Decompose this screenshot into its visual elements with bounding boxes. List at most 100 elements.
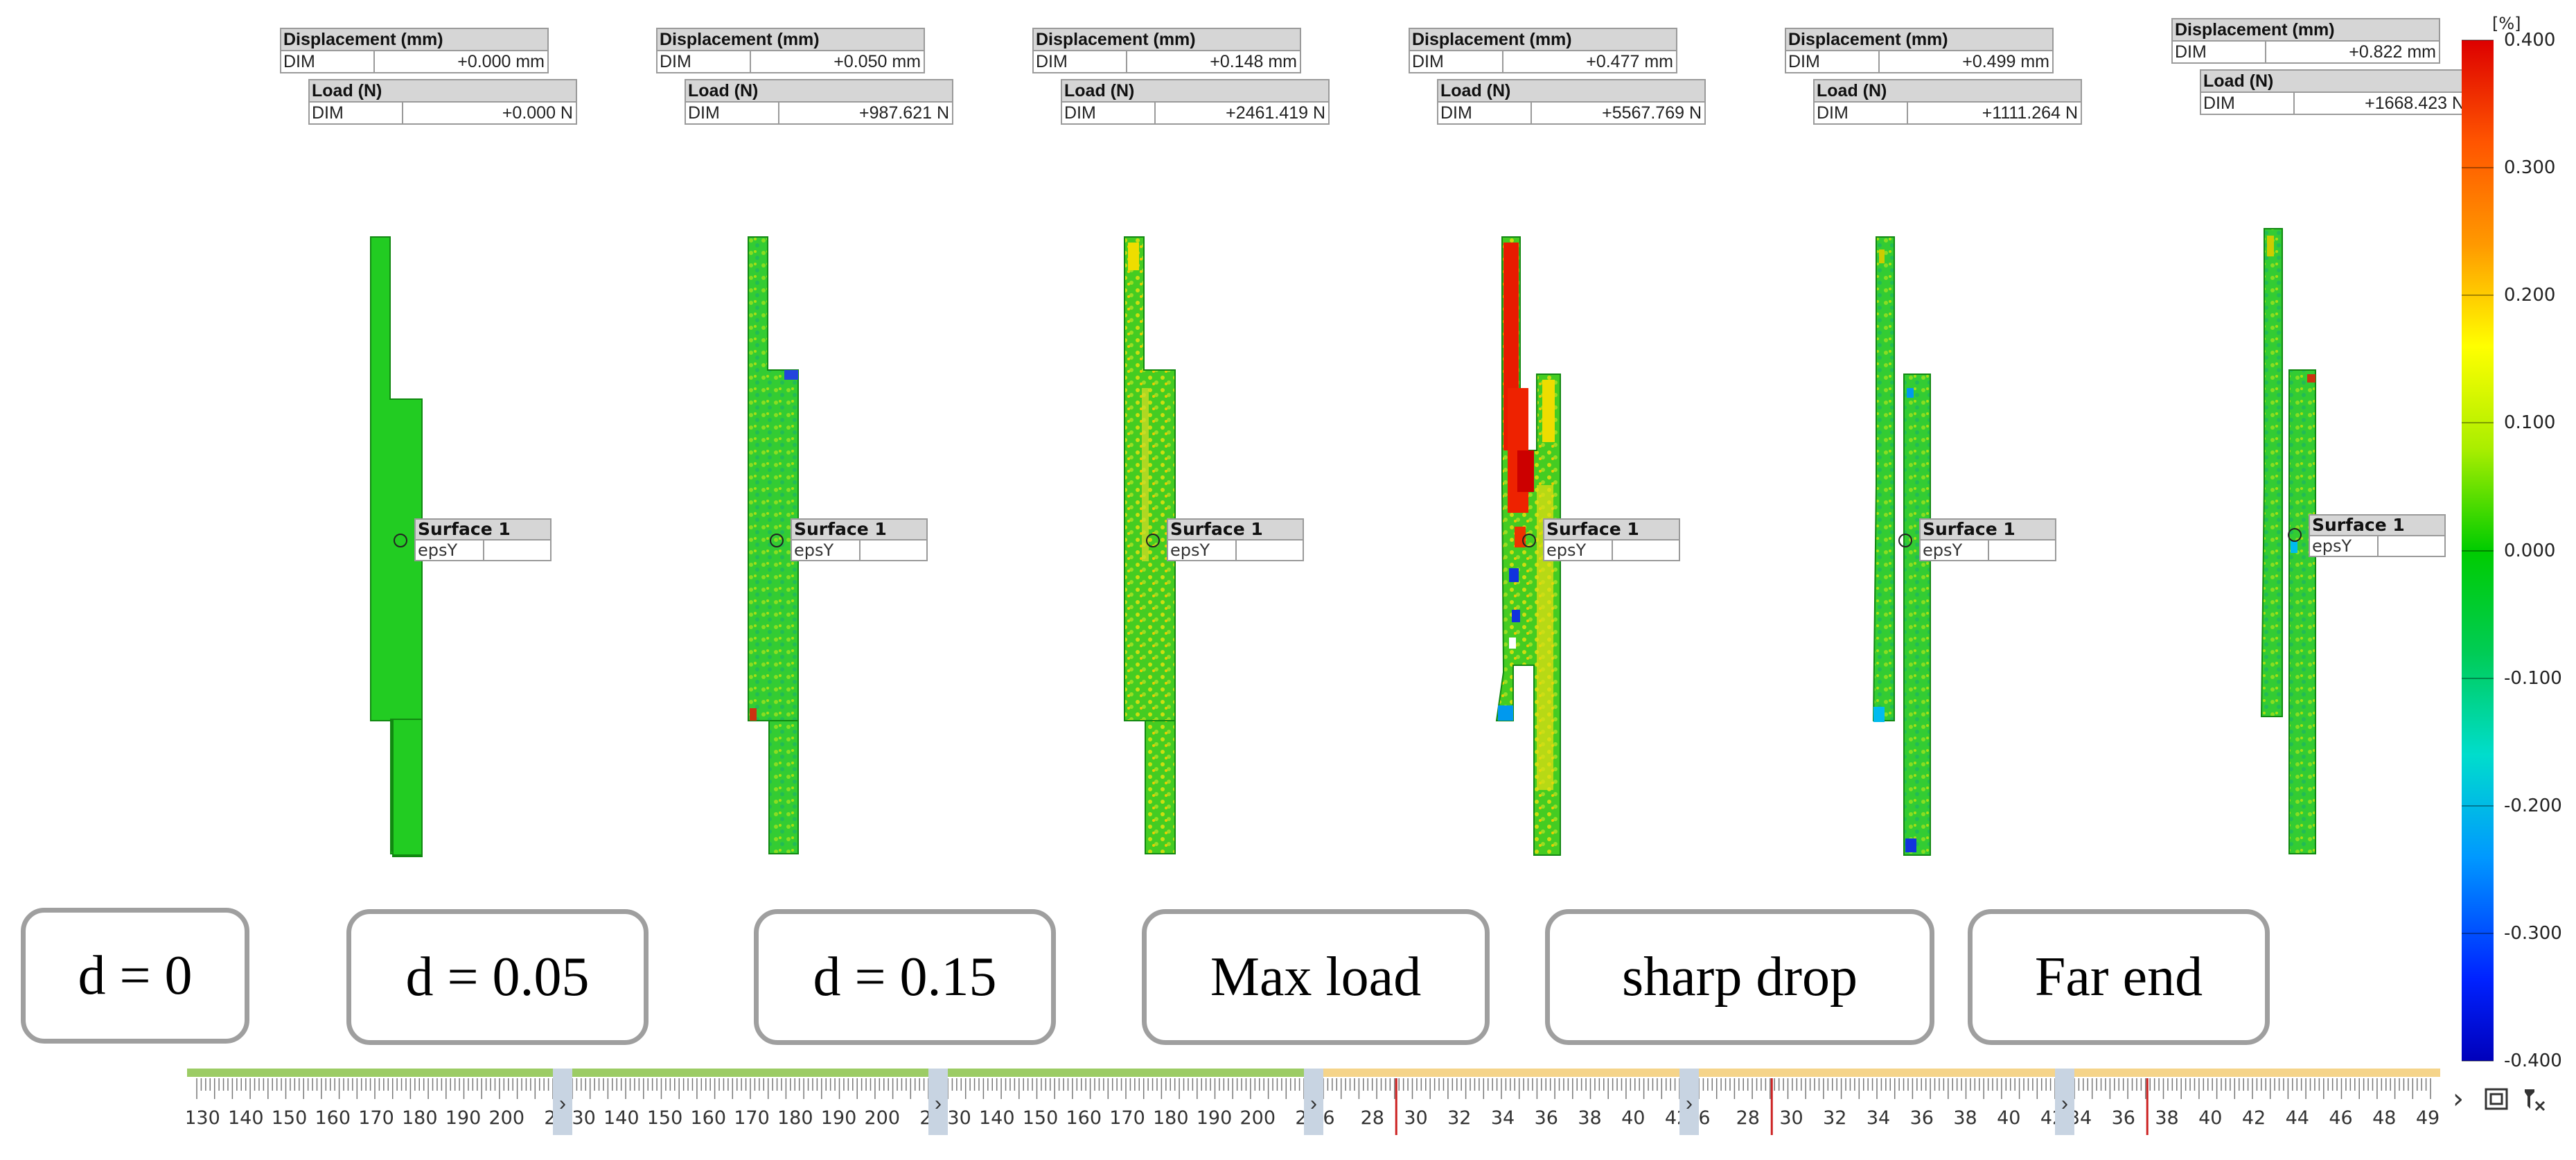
timeline-handle-chevron-icon: › — [2061, 1092, 2068, 1115]
load-table-1: Load (N) DIM +0.000 N — [308, 79, 577, 125]
displacement-title: Displacement (mm) — [1410, 29, 1676, 50]
load-value: +987.621 N — [859, 103, 949, 123]
colorbar-label: 0.100 — [2504, 412, 2556, 434]
timeline-tick-label: 6 — [1323, 1107, 1334, 1129]
point-marker-6[interactable] — [2288, 528, 2302, 542]
surface-title: Surface 1 — [1921, 520, 2055, 539]
colorbar-label: -0.300 — [2504, 922, 2562, 944]
timeline-tick-label: 180 — [402, 1107, 438, 1129]
colorbar-unit: [%] — [2492, 14, 2521, 33]
timeline-tick-label: 34 — [1491, 1107, 1515, 1129]
timeline-tick-label: 160 — [1066, 1107, 1102, 1129]
colorbar-tick — [2462, 39, 2494, 41]
timeline-handle[interactable] — [928, 1069, 948, 1135]
colorbar-label: 0.000 — [2504, 540, 2556, 561]
timeline-tick-label: 190 — [445, 1107, 482, 1129]
stage-label-max-load: Max load — [1142, 909, 1490, 1045]
timeline-segment-bar[interactable] — [1314, 1069, 1689, 1077]
timeline-segment-bar[interactable] — [938, 1069, 1314, 1077]
timeline-tick-label: 36 — [2112, 1107, 2135, 1129]
timeline-handle[interactable] — [1304, 1069, 1323, 1135]
timeline-tick-label: 40 — [2198, 1107, 2222, 1129]
timeline-handle[interactable] — [553, 1069, 572, 1135]
load-table-5: Load (N) DIM +1111.264 N — [1813, 79, 2082, 125]
timeline-segment-bar[interactable] — [2065, 1069, 2440, 1077]
timeline-tick-label: 32 — [1823, 1107, 1846, 1129]
load-title: Load (N) — [1438, 80, 1704, 101]
timeline-tick-label: 38 — [1953, 1107, 1977, 1129]
timeline-tick-label: 40 — [1621, 1107, 1645, 1129]
displacement-title: Displacement (mm) — [1034, 29, 1300, 50]
displacement-key: DIM — [1034, 51, 1127, 72]
load-title: Load (N) — [310, 80, 576, 101]
timeline-tick-label: 38 — [2155, 1107, 2178, 1129]
displacement-key: DIM — [281, 51, 375, 72]
load-value: +2461.419 N — [1226, 103, 1325, 123]
timeline-segment-bar[interactable] — [1689, 1069, 2065, 1077]
timeline-tick-label: 40 — [1997, 1107, 2020, 1129]
colorbar-label: -0.100 — [2504, 667, 2562, 689]
specimen-frame-2 — [748, 236, 799, 854]
timeline-tick-label: 200 — [488, 1107, 524, 1129]
displacement-value: +0.822 mm — [2349, 42, 2436, 62]
timeline-tick-label: 200 — [864, 1107, 900, 1129]
load-title: Load (N) — [686, 80, 952, 101]
displacement-key: DIM — [2173, 42, 2266, 62]
load-key: DIM — [1438, 103, 1532, 123]
next-icon[interactable]: › — [2453, 1083, 2464, 1115]
timeline-handle-chevron-icon: › — [559, 1092, 566, 1115]
surface-key: epsY — [1544, 541, 1613, 560]
colorbar-tick — [2462, 932, 2494, 934]
filter-clear-icon[interactable] — [2521, 1085, 2548, 1113]
timeline-handle[interactable] — [2055, 1069, 2074, 1135]
load-title: Load (N) — [1062, 80, 1328, 101]
stage-label-far-end: Far end — [1968, 909, 2270, 1045]
load-key: DIM — [686, 103, 779, 123]
point-marker-1[interactable] — [394, 534, 407, 547]
load-value: +5567.769 N — [1602, 103, 1702, 123]
surface-title: Surface 1 — [1168, 520, 1303, 539]
timeline-handle[interactable] — [1679, 1069, 1699, 1135]
point-marker-5[interactable] — [1898, 534, 1912, 547]
displacement-value: +0.050 mm — [833, 52, 921, 71]
load-value: +1111.264 N — [1982, 103, 2078, 123]
timeline-tick-label: 200 — [1240, 1107, 1276, 1129]
stage-label-d015: d = 0.15 — [754, 909, 1056, 1045]
load-table-3: Load (N) DIM +2461.419 N — [1061, 79, 1330, 125]
point-marker-4[interactable] — [1522, 534, 1536, 547]
timeline-segment-bar[interactable] — [563, 1069, 938, 1077]
surface-key: epsY — [792, 541, 861, 560]
load-key: DIM — [310, 103, 403, 123]
colorbar-label: 0.200 — [2504, 285, 2556, 306]
load-value: +1668.423 N — [2365, 94, 2464, 113]
timeline-tick-label: 160 — [315, 1107, 351, 1129]
load-table-4: Load (N) DIM +5567.769 N — [1437, 79, 1706, 125]
timeline-segment-bar[interactable] — [187, 1069, 563, 1077]
fit-view-icon[interactable] — [2483, 1087, 2509, 1111]
timeline-tick-label: 140 — [228, 1107, 264, 1129]
timeline-tick-label: 140 — [603, 1107, 639, 1129]
stage-label-sharp-drop: sharp drop — [1545, 909, 1934, 1045]
timeline-ruler[interactable]: 130 140 150 160 170 180 190 200 2 130 140 150 160 170… — [187, 1069, 2440, 1135]
timeline-tick-label: 49 — [2416, 1107, 2440, 1129]
timeline-tick-label: 36 — [1535, 1107, 1558, 1129]
timeline-tick-label: 190 — [821, 1107, 857, 1129]
timeline[interactable]: 130 140 150 160 170 180 190 200 2 130 140 150 160 170… — [187, 1069, 2440, 1135]
surface-key: epsY — [2310, 536, 2379, 556]
displacement-value: +0.000 mm — [457, 52, 545, 71]
timeline-tick-label: 150 — [1023, 1107, 1059, 1129]
point-marker-2[interactable] — [770, 534, 784, 547]
surface-title: Surface 1 — [416, 520, 550, 539]
timeline-tick-label: 38 — [1578, 1107, 1601, 1129]
colorbar-tick — [2462, 295, 2494, 297]
timeline-tick-label: 180 — [777, 1107, 813, 1129]
point-marker-3[interactable] — [1146, 534, 1160, 547]
load-title: Load (N) — [2201, 71, 2467, 91]
displacement-title: Displacement (mm) — [281, 29, 547, 50]
displacement-key: DIM — [658, 51, 751, 72]
colorbar-tick — [2462, 422, 2494, 424]
displacement-key: DIM — [1410, 51, 1503, 72]
displacement-title: Displacement (mm) — [2173, 19, 2439, 40]
surface-key: epsY — [1921, 541, 1989, 560]
colorbar-tick — [2462, 1060, 2494, 1062]
